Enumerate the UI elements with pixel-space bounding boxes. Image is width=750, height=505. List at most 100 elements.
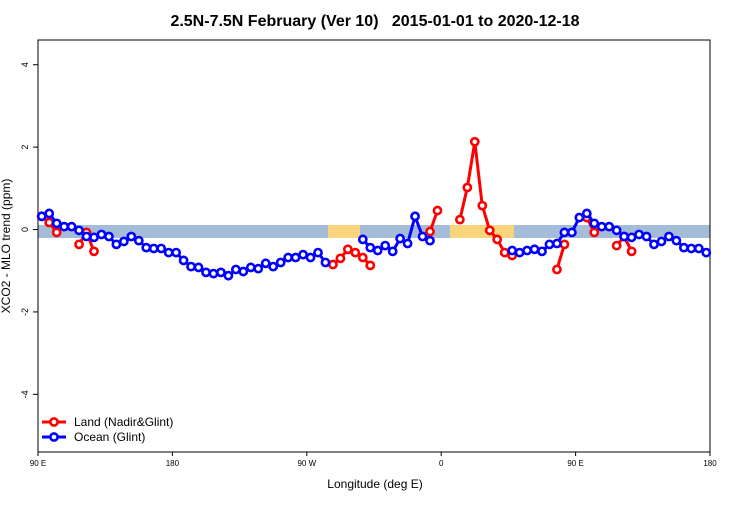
data-point [59,221,70,232]
data-point [118,236,129,247]
data-point [51,227,62,238]
data-point [693,243,704,254]
y-tick-label: 0 [20,227,30,232]
ocean-band [38,225,710,238]
x-tick-label: 180 [703,459,717,468]
data-point [678,242,689,253]
data-point [298,249,308,260]
data-point [611,240,622,251]
data-point [216,267,226,278]
data-point [350,247,361,258]
data-point [537,246,547,257]
data-point [425,226,435,237]
data-point [238,266,249,277]
data-point [365,260,376,271]
y-tick-label: -2 [20,308,30,316]
data-point [417,231,428,242]
data-point [275,257,286,268]
data-point [74,239,84,250]
data-point [559,227,570,238]
data-point [74,225,84,236]
plot-frame [37,39,711,453]
data-point [686,243,697,254]
data-point [313,247,323,258]
chart-title: 2.5N-7.5N February (Ver 10) 2015-01-01 t… [170,13,579,30]
data-point [499,247,510,258]
data-point [514,247,525,258]
data-point [589,227,600,238]
legend-label: Land (Nadir&Glint) [74,415,173,429]
data-point [664,231,674,242]
data-point [223,270,234,281]
data-point [328,259,338,270]
data-point [208,268,219,279]
data-point [589,218,600,229]
data-point [507,245,518,256]
x-tick-label: 90 E [567,459,583,468]
data-point [305,252,316,263]
data-point [649,239,659,250]
data-point [44,208,55,219]
data-point [626,246,637,257]
data-point [544,239,555,250]
data-point [469,136,480,147]
data-point [484,225,495,236]
data-point [51,218,62,229]
data-point [96,229,107,240]
data-point [253,263,264,274]
data-point [619,231,630,242]
data-point [626,232,637,243]
data-point [552,264,562,275]
legend-label: Ocean (Glint) [74,430,145,444]
data-point [432,205,443,216]
data-point [193,262,204,273]
data-point [126,231,137,242]
x-axis-label: Longitude (deg E) [327,477,422,491]
data-point [425,235,435,246]
y-axis-label: XCO2 - MLO trend (ppm) [0,179,13,314]
data-point [111,239,122,250]
data-point [201,267,211,278]
data-point [36,211,47,222]
data-point [581,208,592,219]
data-point [559,239,570,250]
data-point [342,244,353,255]
legend-marker [49,432,59,442]
data-point [357,234,368,245]
data-point [230,264,241,275]
data-point [574,212,585,223]
data-point [186,261,196,272]
data-point [268,261,279,272]
data-point [178,255,189,266]
data-point [44,217,55,228]
data-point [701,247,712,258]
data-point [320,257,331,268]
x-tick-label: 90 W [297,459,316,468]
series-line [458,141,513,257]
data-point [245,262,256,273]
data-point [357,252,368,263]
data-point [611,225,622,236]
data-point [81,231,92,242]
data-point [410,211,420,222]
data-point [89,232,99,243]
data-point [604,221,615,232]
land-band [328,225,360,238]
data-point [552,238,562,249]
data-point [596,221,607,232]
data-point [477,200,488,211]
data-point [522,245,532,256]
data-point [290,252,301,263]
data-point [380,240,391,251]
data-point [492,234,503,245]
y-tick-label: -4 [20,390,30,398]
data-point [634,229,644,240]
data-point [454,214,465,225]
data-point [656,236,667,247]
data-point [402,238,413,249]
data-point [104,231,114,242]
data-point [529,244,540,255]
data-point [566,227,577,238]
data-point [156,243,167,254]
